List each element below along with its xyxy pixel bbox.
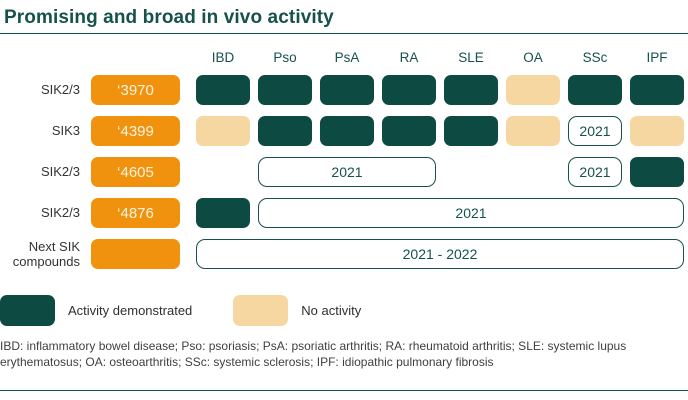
pipeline-row-3: SIK2/3 ‘4605 2021 2021: [0, 157, 688, 187]
column-header-ssc: SSc: [582, 50, 608, 65]
cell-2-oa-no_activity: [506, 116, 560, 146]
cell-2-psa-activity: [320, 116, 374, 146]
legend-swatch-no-activity: [233, 295, 289, 326]
cell-1-sle-activity: [444, 75, 498, 105]
row-cells: 2021 2021: [196, 157, 684, 187]
target-label: SIK2/3: [40, 82, 80, 98]
pipeline-row-1: SIK2/3 ‘3970: [0, 75, 688, 105]
column-header-oa: OA: [523, 50, 543, 65]
compound-badge: ‘4605: [91, 157, 180, 187]
target-label: Next SIK compounds: [12, 238, 80, 269]
compound-badge: ‘4399: [91, 116, 180, 146]
cell-3-ssc-planned: 2021: [568, 157, 622, 187]
cell-2-sle-activity: [444, 116, 498, 146]
pipeline-row-2: SIK3 ‘4399 2021: [0, 116, 688, 146]
cell-3-pso-planned: 2021: [258, 157, 436, 187]
cell-1-pso-activity: [258, 75, 312, 105]
column-header-ibd: IBD: [211, 50, 235, 65]
cell-1-oa-no_activity: [506, 75, 560, 105]
cell-2-ibd-no_activity: [196, 116, 250, 146]
compound-badge: [91, 239, 180, 269]
row-cells: [196, 75, 684, 105]
cell-3-oa-empty: [506, 157, 560, 187]
cell-5-ibd-planned: 2021 - 2022: [196, 239, 684, 269]
cell-3-ipf-activity: [630, 157, 684, 187]
compound-badge: ‘4876: [91, 198, 180, 228]
row-cells: 2021: [196, 116, 684, 146]
column-header-ra: RA: [399, 50, 419, 65]
cell-4-pso-planned: 2021: [258, 198, 684, 228]
compound-badge: ‘3970: [91, 75, 180, 105]
target-label: SIK3: [51, 123, 80, 139]
cell-4-ibd-activity: [196, 198, 250, 228]
cell-1-ssc-activity: [568, 75, 622, 105]
row-cells: 2021: [196, 198, 684, 228]
column-header-pso: Pso: [273, 50, 297, 65]
cell-3-ibd-empty: [196, 157, 250, 187]
target-label: SIK2/3: [40, 164, 80, 180]
cell-1-psa-activity: [320, 75, 374, 105]
pipeline-matrix: SIK2/3 ‘3970 SIK3 ‘4399 2021 SIK2/3 ‘4605 2021 2…: [0, 75, 688, 269]
cell-3-sle-empty: [444, 157, 498, 187]
column-header-ipf: IPF: [646, 50, 668, 65]
cell-1-ipf-activity: [630, 75, 684, 105]
column-header-psa: PsA: [334, 50, 360, 65]
cell-2-ra-activity: [382, 116, 436, 146]
cell-2-ssc-planned: 2021: [568, 116, 622, 146]
target-label: SIK2/3: [40, 205, 80, 221]
indication-column-headers: IBD Pso PsA RA SLE OA SSc IPF: [196, 50, 688, 68]
bottom-divider: [0, 390, 688, 391]
column-header-sle: SLE: [458, 50, 484, 65]
slide-title: Promising and broad in vivo activity: [4, 7, 334, 28]
cell-2-ipf-no_activity: [630, 116, 684, 146]
legend-label-activity: Activity demonstrated: [68, 303, 193, 318]
footnote-abbreviations: IBD: inflammatory bowel disease; Pso: ps…: [0, 339, 627, 369]
cell-1-ibd-activity: [196, 75, 250, 105]
row-cells: 2021 - 2022: [196, 239, 684, 269]
cell-1-ra-activity: [382, 75, 436, 105]
title-divider: [0, 33, 688, 34]
legend-swatch-activity: [0, 295, 55, 326]
pipeline-row-5: Next SIK compounds 2021 - 2022: [0, 239, 688, 269]
pipeline-row-4: SIK2/3 ‘4876 2021: [0, 198, 688, 228]
cell-2-pso-activity: [258, 116, 312, 146]
legend: Activity demonstrated No activity: [0, 295, 688, 326]
legend-label-no-activity: No activity: [301, 303, 362, 318]
